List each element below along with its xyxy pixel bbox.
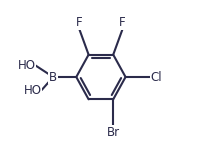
Text: HO: HO (24, 84, 42, 97)
Text: Cl: Cl (150, 71, 162, 83)
Text: F: F (76, 16, 83, 29)
Text: Br: Br (107, 126, 120, 138)
Text: F: F (119, 16, 126, 29)
Text: HO: HO (17, 59, 36, 72)
Text: B: B (49, 71, 57, 83)
